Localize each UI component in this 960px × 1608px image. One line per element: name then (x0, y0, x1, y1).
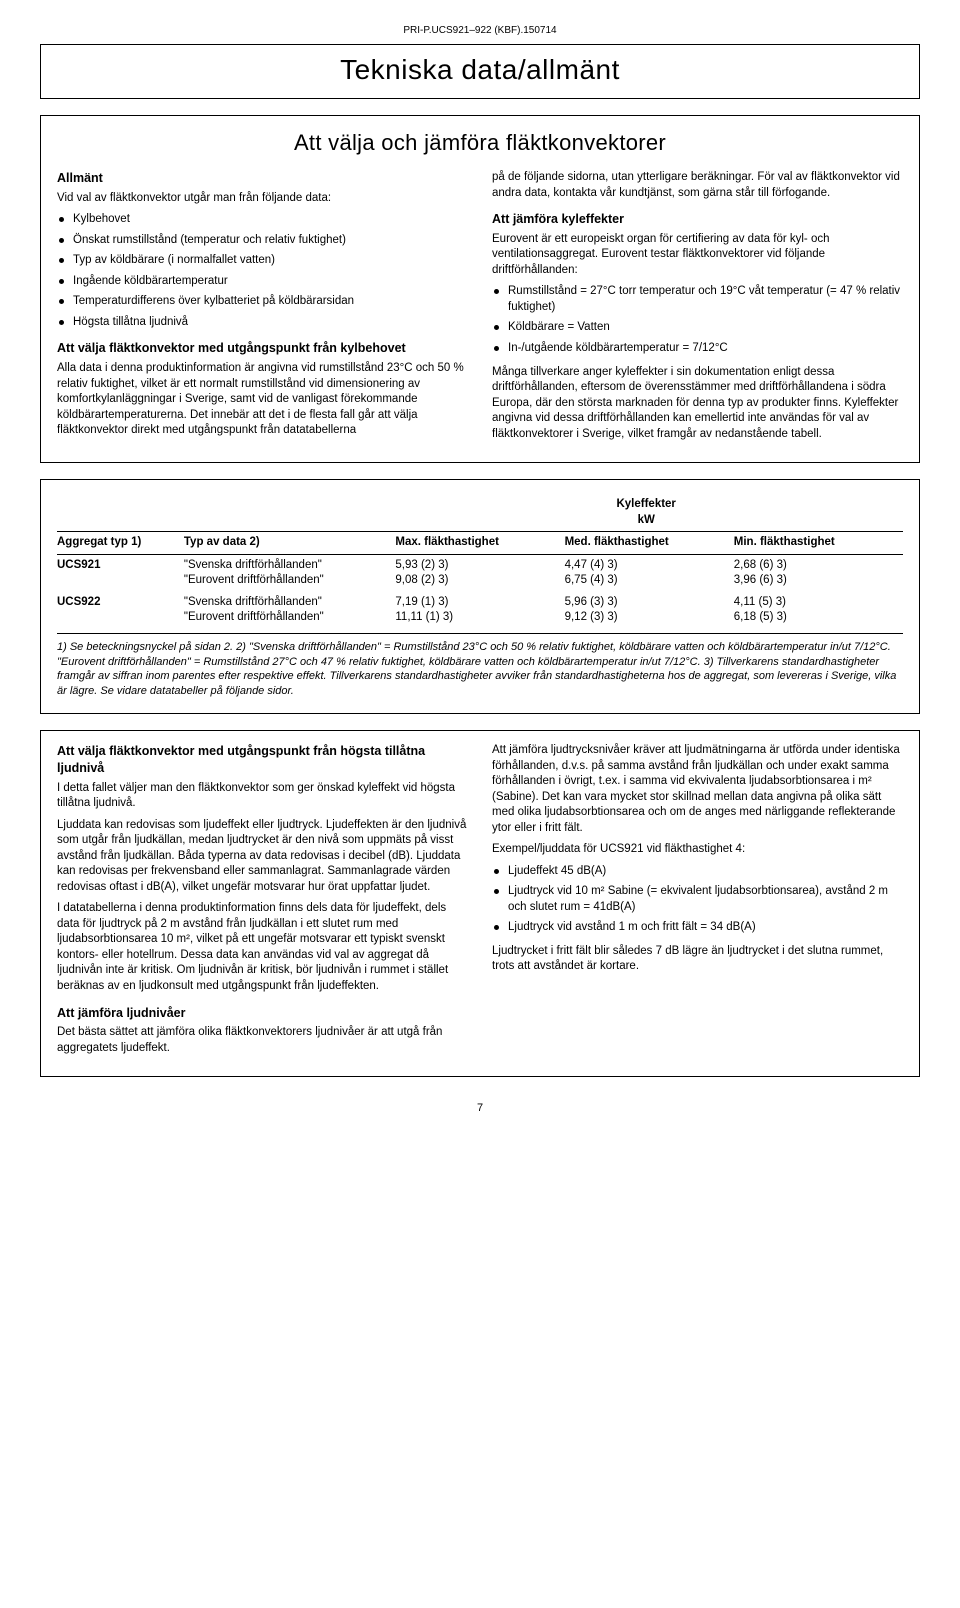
kw-title: Kyleffekter kW (395, 494, 903, 532)
table-row: UCS921 "Svenska driftförhållanden" "Euro… (57, 554, 903, 592)
section1-right-column: på de följande sidorna, utan ytterligare… (492, 170, 903, 448)
intro-text: Vid val av fläktkonvektor utgår man från… (57, 191, 468, 207)
table-column-header: Aggregat typ 1) Typ av data 2) Max. fläk… (57, 532, 903, 555)
paragraph: Många tillverkare anger kyleffekter i si… (492, 365, 903, 443)
paragraph: på de följande sidorna, utan ytterligare… (492, 170, 903, 201)
cell-type: "Svenska driftförhållanden" "Eurovent dr… (184, 592, 396, 629)
table-super-header: Kyleffekter kW (57, 494, 903, 532)
heading-jamfora-ljudnivaer: Att jämföra ljudnivåer (57, 1005, 468, 1022)
list-item: Ljudeffekt 45 dB(A) (492, 864, 903, 880)
list-item: Köldbärare = Vatten (492, 320, 903, 336)
list-item: Ingående köldbärartemperatur (57, 274, 468, 290)
kyleffekter-table-box: Kyleffekter kW Aggregat typ 1) Typ av da… (40, 479, 920, 714)
paragraph: Det bästa sättet att jämföra olika fläkt… (57, 1025, 468, 1056)
paragraph: Ljuddata kan redovisas som ljudeffekt el… (57, 818, 468, 896)
cell-aggregat: UCS921 (57, 554, 184, 592)
col-header-max: Max. fläkthastighet (395, 532, 564, 555)
drift-bullet-list: Rumstillstånd = 27°C torr temperatur och… (492, 284, 903, 356)
list-item: Typ av köldbärare (i normalfallet vatten… (57, 253, 468, 269)
section3-right-column: Att jämföra ljudtrycksnivåer kräver att … (492, 743, 903, 1062)
paragraph: I datatabellerna i denna produktinformat… (57, 901, 468, 994)
table-footnote: 1) Se beteckningsnyckel på sidan 2. 2) "… (57, 633, 903, 699)
section3-left-column: Att välja fläktkonvektor med utgångspunk… (57, 743, 468, 1062)
col-header-min: Min. fläkthastighet (734, 532, 903, 555)
heading-kylbehovet: Att välja fläktkonvektor med utgångspunk… (57, 340, 468, 357)
cell-min: 4,11 (5) 3) 6,18 (5) 3) (734, 592, 903, 629)
main-title: Tekniska data/allmänt (40, 44, 920, 100)
list-item: Rumstillstånd = 27°C torr temperatur och… (492, 284, 903, 315)
cell-max: 7,19 (1) 3) 11,11 (1) 3) (395, 592, 564, 629)
list-item: Önskat rumstillstånd (temperatur och rel… (57, 233, 468, 249)
col-header-type: Typ av data 2) (184, 532, 396, 555)
section-subtitle: Att välja och jämföra fläktkonvektorer (57, 128, 903, 158)
cell-med: 5,96 (3) 3) 9,12 (3) 3) (565, 592, 734, 629)
cell-min: 2,68 (6) 3) 3,96 (6) 3) (734, 554, 903, 592)
cell-aggregat: UCS922 (57, 592, 184, 629)
col-header-med: Med. fläkthastighet (565, 532, 734, 555)
paragraph: I detta fallet väljer man den fläktkonve… (57, 781, 468, 812)
col-header-aggregat: Aggregat typ 1) (57, 532, 184, 555)
section1-left-column: Allmänt Vid val av fläktkonvektor utgår … (57, 170, 468, 448)
heading-hogsta-ljudniva: Att välja fläktkonvektor med utgångspunk… (57, 743, 468, 777)
allmant-bullet-list: Kylbehovet Önskat rumstillstånd (tempera… (57, 212, 468, 330)
paragraph: Alla data i denna produktinformation är … (57, 361, 468, 439)
list-item: Ljudtryck vid avstånd 1 m och fritt fält… (492, 920, 903, 936)
paragraph: Att jämföra ljudtrycksnivåer kräver att … (492, 743, 903, 836)
heading-allmant: Allmänt (57, 170, 468, 187)
kyleffekter-table: Kyleffekter kW Aggregat typ 1) Typ av da… (57, 494, 903, 629)
paragraph: Eurovent är ett europeiskt organ för cer… (492, 232, 903, 279)
table-row: UCS922 "Svenska driftförhållanden" "Euro… (57, 592, 903, 629)
list-item: Ljudtryck vid 10 m² Sabine (= ekvivalent… (492, 884, 903, 915)
cell-type: "Svenska driftförhållanden" "Eurovent dr… (184, 554, 396, 592)
list-item: Kylbehovet (57, 212, 468, 228)
heading-jamfora-kyleffekter: Att jämföra kyleffekter (492, 211, 903, 228)
cell-max: 5,93 (2) 3) 9,08 (2) 3) (395, 554, 564, 592)
paragraph: Exempel/ljuddata för UCS921 vid fläkthas… (492, 842, 903, 858)
page-number: 7 (40, 1101, 920, 1116)
exempel-bullet-list: Ljudeffekt 45 dB(A) Ljudtryck vid 10 m² … (492, 864, 903, 936)
section-select-compare: Att välja och jämföra fläktkonvektorer A… (40, 115, 920, 463)
cell-med: 4,47 (4) 3) 6,75 (4) 3) (565, 554, 734, 592)
list-item: Temperaturdifferens över kylbatteriet på… (57, 294, 468, 310)
list-item: In-/utgående köldbärartemperatur = 7/12°… (492, 341, 903, 357)
list-item: Högsta tillåtna ljudnivå (57, 315, 468, 331)
section-ljudniva: Att välja fläktkonvektor med utgångspunk… (40, 730, 920, 1077)
paragraph: Ljudtrycket i fritt fält blir således 7 … (492, 944, 903, 975)
document-id: PRI-P.UCS921–922 (KBF).150714 (40, 24, 920, 38)
